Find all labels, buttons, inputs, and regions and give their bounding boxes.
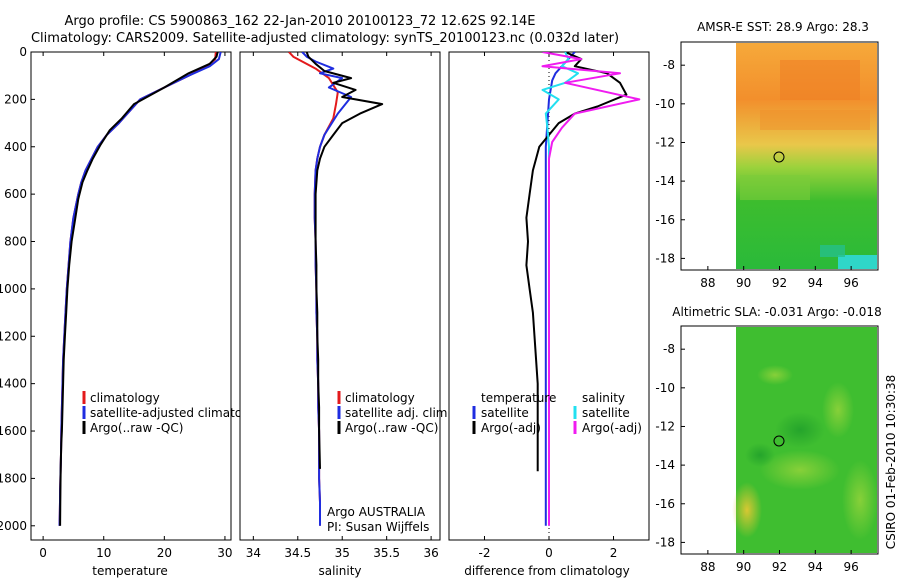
map-y-tick-label: -10	[655, 381, 675, 395]
map-x-tick-label: 90	[736, 276, 751, 290]
legend-label: Argo(-adj)	[481, 421, 541, 435]
series-line-argo-raw-qc-	[305, 52, 384, 469]
map-x-tick-label: 94	[808, 560, 823, 574]
salinity-lines	[288, 52, 384, 526]
map-x-tick-label: 92	[772, 560, 787, 574]
x-tick-label: 10	[96, 546, 111, 560]
salinity-x-ticks: 34 34.5 35 35.5 36	[246, 52, 439, 560]
map-x-tick-label: 90	[736, 560, 751, 574]
legend-label: Argo(..raw -QC)	[345, 421, 438, 435]
y-tick-label: 1400	[0, 377, 27, 391]
temperature-legend: climatology satellite-adjusted climatolo…	[82, 391, 268, 435]
legend-label: climatology	[90, 391, 160, 405]
y-tick-label: 800	[4, 235, 27, 249]
map-x-tick-label: 94	[808, 276, 823, 290]
x-tick-label: 2	[610, 546, 618, 560]
y-tick-label: 600	[4, 187, 27, 201]
temperature-x-ticks: 0 10 20 30	[39, 52, 233, 560]
y-tick-label: 200	[4, 92, 27, 106]
sla-map-ticks: 88 90 92 94 96 -8 -10 -12 -14 -16 -18	[655, 342, 858, 574]
legend-label: satellite adj. clim.	[345, 406, 451, 420]
temperature-panel: 0 200 400 600 800 1000 1200 1400 1600 1800 2000 0 1…	[0, 45, 268, 578]
difference-x-ticks: -2 0 2	[478, 52, 617, 560]
y-tick-label: 1200	[0, 329, 27, 343]
legend-label: satellite	[481, 406, 529, 420]
legend-label: Argo(-adj)	[582, 421, 642, 435]
salinity-legend: climatology satellite adj. clim. Argo(..…	[337, 391, 451, 435]
y-tick-label: 1000	[0, 282, 27, 296]
salinity-xlabel: salinity	[318, 564, 361, 578]
temperature-lines	[58, 52, 222, 526]
series-line-temperature-satellite	[544, 52, 576, 526]
legend-label: satellite-adjusted climatology	[90, 406, 268, 420]
map-y-tick-label: -16	[655, 213, 675, 227]
csiro-timestamp: CSIRO 01-Feb-2010 10:30:38	[884, 375, 898, 550]
series-line-temperature-argo-adj-	[525, 52, 628, 472]
map-x-tick-label: 92	[772, 276, 787, 290]
salinity-axes-box	[239, 51, 441, 541]
map-y-tick-label: -14	[655, 458, 675, 472]
y-tick-label: 1600	[0, 424, 27, 438]
temperature-xlabel: temperature	[92, 564, 167, 578]
x-tick-label: 35	[335, 546, 350, 560]
difference-legend: temperature satellite Argo(-adj) salinit…	[472, 391, 642, 435]
map-x-tick-label: 88	[700, 276, 715, 290]
salinity-panel: 34 34.5 35 35.5 36 salinity climatology sate…	[239, 51, 451, 578]
legend-label: climatology	[345, 391, 415, 405]
difference-xlabel: difference from climatology	[464, 564, 630, 578]
y-tick-label: 1800	[0, 471, 27, 485]
map-y-tick-label: -18	[655, 535, 675, 549]
sla-map-panel: Altimetric SLA: -0.031 Argo: -0.018 88 90…	[655, 305, 881, 574]
argo-position-marker	[773, 151, 785, 163]
sst-heatmap	[736, 43, 877, 269]
map-x-tick-label: 88	[700, 560, 715, 574]
legend-label: satellite	[582, 406, 630, 420]
x-tick-label: 36	[423, 546, 438, 560]
depth-ticks: 0 200 400 600 800 1000 1200 1400 1600 1800 2000	[0, 45, 35, 533]
x-tick-label: 35.5	[373, 546, 400, 560]
figure-title-line2: Climatology: CARS2009. Satellite-adjuste…	[31, 31, 619, 46]
y-tick-label: 400	[4, 140, 27, 154]
x-tick-label: 0	[39, 546, 47, 560]
x-tick-label: 34	[246, 546, 261, 560]
x-tick-label: 20	[157, 546, 172, 560]
y-tick-label: 0	[19, 45, 27, 59]
x-tick-label: -2	[478, 546, 490, 560]
sla-heatmap	[732, 327, 878, 553]
legend-header-salinity: salinity	[582, 391, 625, 405]
map-y-tick-label: -14	[655, 174, 675, 188]
series-line-salinity-argo-adj-	[541, 52, 641, 526]
x-tick-label: 30	[217, 546, 232, 560]
temperature-axes-box	[30, 51, 232, 541]
series-line-argo-raw-qc-	[59, 52, 219, 526]
sla-map-title: Altimetric SLA: -0.031 Argo: -0.018	[672, 305, 881, 319]
difference-panel: -2 0 2 difference from climatology tempera…	[448, 51, 650, 578]
sst-map-panel: AMSR-E SST: 28.9 Argo: 28.3 88 90 92 94 96 -8…	[655, 20, 879, 290]
difference-lines	[525, 52, 641, 526]
sst-map-title: AMSR-E SST: 28.9 Argo: 28.3	[697, 20, 869, 34]
legend-label: Argo(..raw -QC)	[90, 421, 183, 435]
map-x-tick-label: 96	[843, 276, 858, 290]
argo-country-annotation: Argo AUSTRALIA	[327, 505, 426, 519]
y-tick-label: 2000	[0, 519, 27, 533]
legend-header-temperature: temperature	[481, 391, 556, 405]
sst-map-ticks: 88 90 92 94 96 -8 -10 -12 -14 -16 -18	[655, 58, 858, 290]
x-tick-label: 34.5	[284, 546, 311, 560]
map-y-tick-label: -18	[655, 251, 675, 265]
map-y-tick-label: -8	[663, 342, 675, 356]
figure-title-line1: Argo profile: CS 5900863_162 22-Jan-2010…	[64, 14, 535, 29]
x-tick-label: 0	[545, 546, 553, 560]
argo-position-marker	[773, 435, 785, 447]
map-x-tick-label: 96	[843, 560, 858, 574]
map-y-tick-label: -16	[655, 497, 675, 511]
map-y-tick-label: -12	[655, 419, 675, 433]
pi-annotation: PI: Susan Wijffels	[327, 520, 429, 534]
map-y-tick-label: -10	[655, 97, 675, 111]
map-y-tick-label: -8	[663, 58, 675, 72]
map-y-tick-label: -12	[655, 135, 675, 149]
